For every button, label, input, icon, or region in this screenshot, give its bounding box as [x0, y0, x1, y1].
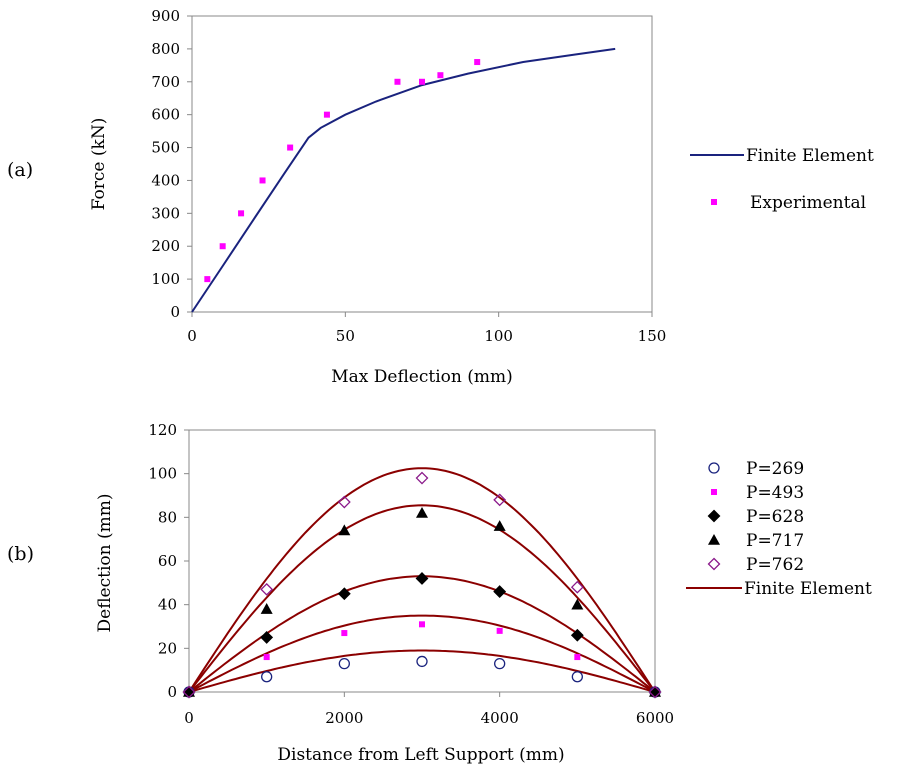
data-point-p-493 [263, 654, 270, 661]
y-tick-label-a: 300 [151, 204, 180, 222]
y-tick-label-b: 40 [158, 596, 177, 614]
y-tick-label-a: 500 [151, 139, 180, 157]
y-tick-label-a: 100 [151, 270, 180, 288]
data-point-p-269 [494, 657, 506, 670]
legend-marker-b [707, 509, 721, 523]
data-point-p-269 [338, 657, 350, 670]
panel-label-b: (b) [7, 543, 34, 565]
x-tick-label-b: 2000 [325, 709, 363, 727]
fe-curve-b [188, 614, 656, 693]
data-point-p-762 [260, 582, 274, 596]
data-point-p-493 [574, 654, 581, 661]
experimental-point [287, 144, 294, 151]
x-tick-label-a: 150 [638, 327, 667, 345]
data-point-p-493 [419, 621, 425, 628]
y-tick-label-a: 400 [151, 171, 180, 189]
legend-label-b: P=717 [746, 531, 804, 551]
legend-marker-b [711, 489, 717, 495]
data-point-p-493 [341, 630, 348, 637]
x-tick-label-b: 6000 [636, 709, 674, 727]
y-tick-label-a: 700 [151, 73, 180, 91]
data-point-p-717 [571, 598, 584, 610]
fe-curve-b [188, 504, 656, 693]
data-point-p-628 [260, 630, 274, 644]
panel-label-a: (a) [7, 159, 33, 181]
data-point-p-762 [182, 685, 196, 699]
data-point-p-269 [416, 655, 428, 668]
x-tick-label-b: 4000 [481, 709, 519, 727]
x-axis-label-b: Distance from Left Support (mm) [277, 745, 564, 765]
data-point-p-717 [260, 603, 273, 614]
experimental-point [394, 78, 401, 85]
data-point-p-628 [415, 572, 429, 585]
data-point-p-762 [415, 471, 429, 485]
x-tick-label-a: 100 [484, 327, 513, 345]
y-tick-label-b: 120 [148, 421, 177, 439]
data-point-p-493 [496, 627, 503, 634]
chart-b: (b) 0 20 40 60 80 100 120 0 2000 4000 6000 Distan… [7, 421, 872, 765]
legend-a: Finite Element Experimental [690, 146, 874, 213]
y-tick-label-a: 600 [151, 106, 180, 124]
experimental-point [219, 243, 226, 250]
data-point-p-762 [493, 493, 507, 507]
fe-line-a [191, 47, 616, 313]
legend-marker-b [707, 557, 721, 571]
y-tick-label-a: 0 [170, 303, 180, 321]
y-tick-label-a: 200 [151, 237, 180, 255]
y-tick-label-b: 0 [167, 683, 177, 701]
fe-curve-b [188, 467, 656, 693]
y-tick-label-b: 80 [158, 508, 177, 526]
data-point-p-717 [493, 520, 506, 531]
x-tick-label-a: 50 [336, 327, 355, 345]
data-point-p-269 [571, 671, 583, 683]
x-axis-label-a: Max Deflection (mm) [331, 367, 513, 387]
legend-label-b: P=493 [746, 483, 804, 503]
data-point-p-628 [493, 585, 507, 598]
y-tick-label-b: 60 [158, 552, 177, 570]
experimental-point [474, 59, 481, 66]
legend-fe-label-a: Finite Element [746, 146, 874, 166]
legend-b: P=269 P=493 P=628 P=717 P=762 Finite Element [686, 459, 872, 599]
legend-marker-b [708, 462, 720, 474]
experimental-point [204, 276, 211, 283]
data-point-p-762 [570, 580, 584, 594]
experimental-point [437, 72, 444, 79]
y-tick-label-a: 800 [151, 40, 180, 58]
x-tick-label-a: 0 [187, 327, 197, 345]
plot-area-b [188, 429, 656, 693]
legend-label-b: P=628 [746, 507, 804, 527]
plot-area-a [191, 15, 653, 313]
y-axis-label-b: Deflection (mm) [95, 494, 115, 633]
data-point-p-762 [648, 685, 662, 699]
data-point-p-628 [570, 628, 584, 642]
data-point-p-717 [416, 506, 428, 518]
legend-fe-label-b: Finite Element [744, 579, 872, 599]
y-tick-label-a: 900 [151, 7, 180, 25]
experimental-point [238, 210, 245, 217]
legend-exp-label-a: Experimental [750, 193, 866, 213]
legend-label-b: P=762 [746, 555, 804, 575]
fe-curve-b [188, 575, 656, 693]
legend-marker-b [708, 534, 720, 545]
data-point-p-717 [338, 524, 351, 536]
y-tick-label-b: 100 [148, 465, 177, 483]
y-axis-label-a: Force (kN) [89, 118, 109, 211]
data-point-p-269 [261, 671, 273, 683]
experimental-point [323, 111, 330, 118]
chart-a: (a) 0 100 200 300 400 500 600 700 800 900 0 50 100 1… [7, 7, 874, 387]
legend-label-b: P=269 [746, 459, 804, 479]
data-point-p-762 [337, 495, 351, 509]
experimental-point [259, 177, 266, 184]
experimental-point [419, 78, 425, 85]
x-tick-label-b: 0 [184, 709, 194, 727]
y-tick-label-b: 20 [158, 639, 177, 657]
data-point-p-628 [337, 587, 351, 601]
legend-exp-marker-a [711, 199, 717, 205]
fe-curve-b [188, 649, 656, 693]
